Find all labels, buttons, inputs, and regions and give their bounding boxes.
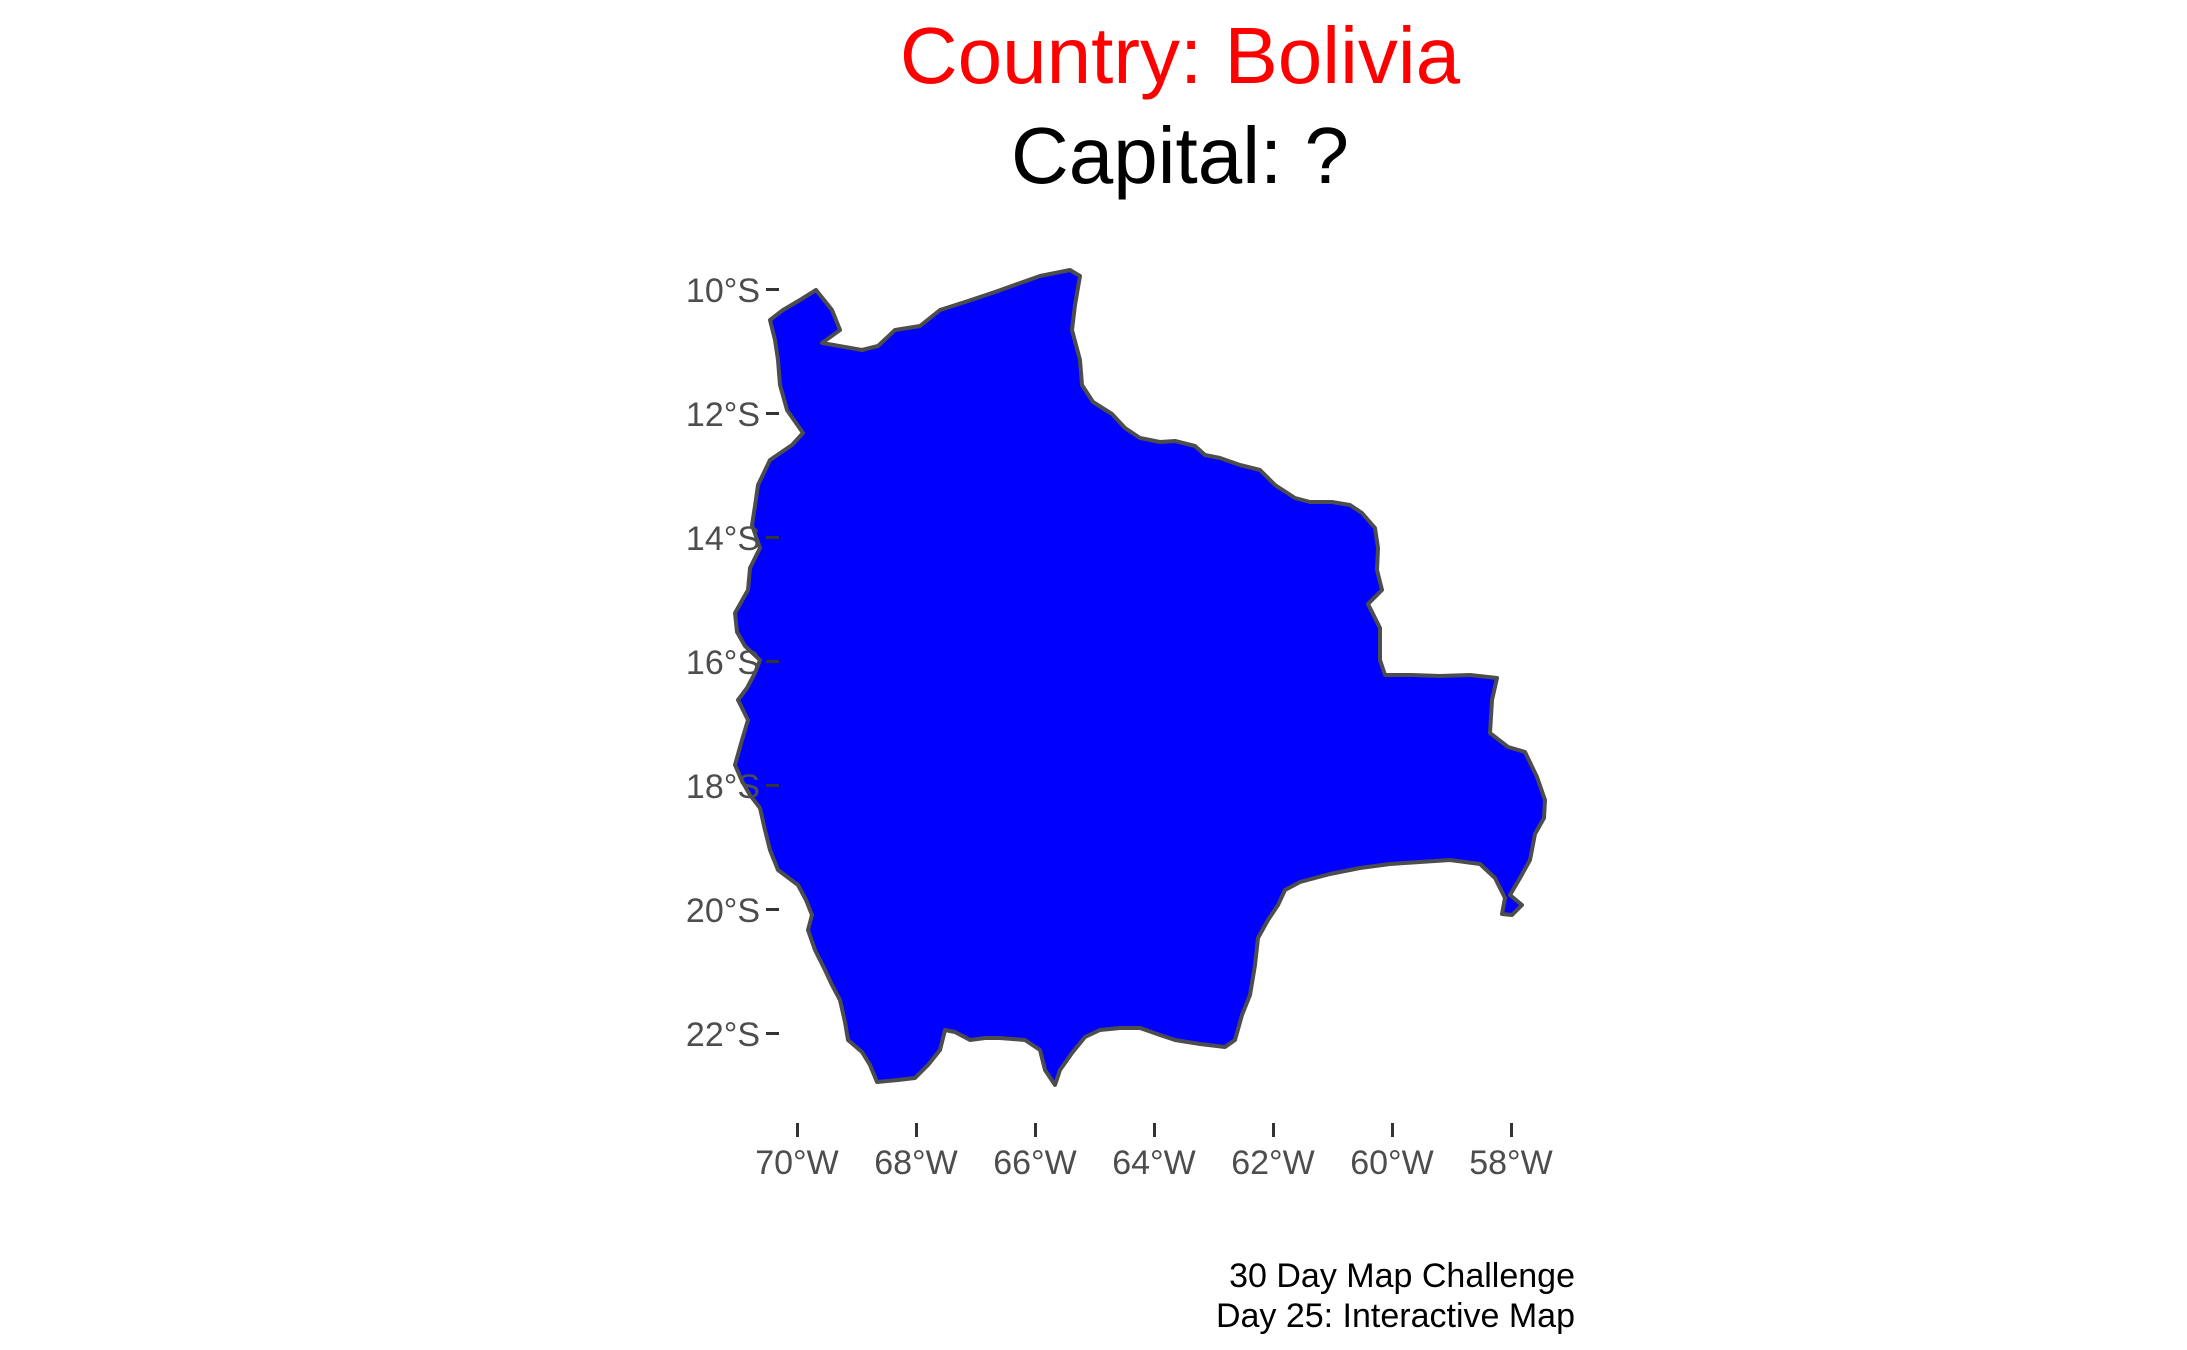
x-axis-label-68w: 68°W xyxy=(874,1144,958,1182)
x-axis-label-70w: 70°W xyxy=(755,1144,839,1182)
y-axis-label-10s: 10°S xyxy=(685,272,760,310)
y-axis-tick xyxy=(766,908,779,911)
x-axis-label-66w: 66°W xyxy=(993,1144,1077,1182)
map-title-capital: Capital: ? xyxy=(1011,111,1349,200)
y-axis-label-12s: 12°S xyxy=(685,396,760,434)
y-axis-label-22s: 22°S xyxy=(685,1016,760,1054)
bolivia-region[interactable] xyxy=(733,268,1547,1087)
x-axis-tick xyxy=(1034,1123,1037,1137)
x-axis-label-60w: 60°W xyxy=(1350,1144,1434,1182)
x-axis-tick xyxy=(1153,1123,1156,1137)
y-axis-tick xyxy=(766,660,779,663)
y-axis-tick xyxy=(766,1032,779,1035)
y-axis-tick xyxy=(766,288,779,291)
caption-line-2: Day 25: Interactive Map xyxy=(1215,1297,1575,1335)
y-axis-label-18s: 18°S xyxy=(685,768,760,806)
map-title-country: Country: Bolivia xyxy=(899,11,1461,100)
x-axis-tick xyxy=(915,1123,918,1137)
caption-line-1: 30 Day Map Challenge xyxy=(1229,1257,1575,1295)
y-axis-tick xyxy=(766,412,779,415)
x-axis-label-58w: 58°W xyxy=(1469,1144,1553,1182)
x-axis-tick xyxy=(1510,1123,1513,1137)
y-axis-label-14s: 14°S xyxy=(685,520,760,558)
y-axis-tick xyxy=(766,784,779,787)
x-axis-tick xyxy=(1391,1123,1394,1137)
y-axis-label-16s: 16°S xyxy=(685,644,760,682)
x-axis-label-62w: 62°W xyxy=(1231,1144,1315,1182)
x-axis-label-64w: 64°W xyxy=(1112,1144,1196,1182)
x-axis-tick xyxy=(1272,1123,1275,1137)
y-axis-label-20s: 20°S xyxy=(685,892,760,930)
y-axis-tick xyxy=(766,536,779,539)
x-axis-tick xyxy=(796,1123,799,1137)
